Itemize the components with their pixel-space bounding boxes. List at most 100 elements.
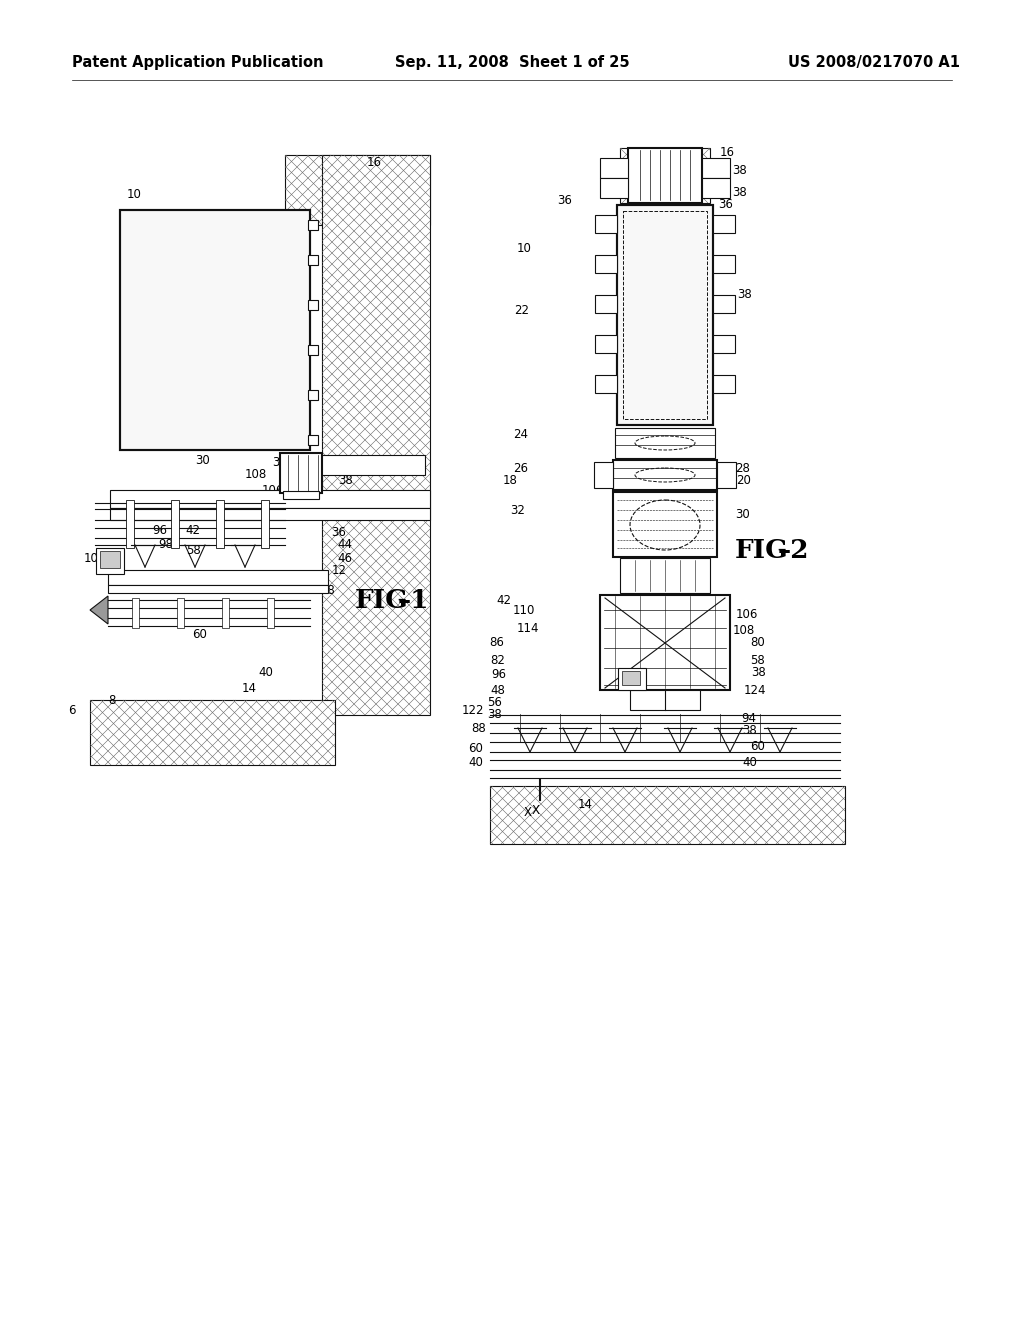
Bar xyxy=(613,459,717,490)
Bar xyxy=(310,455,425,475)
Text: X: X xyxy=(524,805,532,818)
Text: 42: 42 xyxy=(496,594,511,606)
Text: 28: 28 xyxy=(735,462,750,474)
Text: 60: 60 xyxy=(750,739,765,752)
Text: 10: 10 xyxy=(127,189,142,202)
Text: Y: Y xyxy=(660,520,667,531)
Text: 38: 38 xyxy=(732,186,746,198)
Bar xyxy=(267,598,274,628)
Bar xyxy=(595,255,617,273)
Text: 36: 36 xyxy=(331,525,346,539)
Text: 124: 124 xyxy=(744,684,767,697)
Text: Sep. 11, 2008  Sheet 1 of 25: Sep. 11, 2008 Sheet 1 of 25 xyxy=(394,54,630,70)
Bar xyxy=(110,508,430,520)
Bar xyxy=(713,215,735,234)
Bar xyxy=(617,205,713,425)
Bar xyxy=(623,211,707,418)
Text: 122: 122 xyxy=(462,704,484,717)
Text: 24: 24 xyxy=(513,429,528,441)
Bar xyxy=(126,500,134,548)
Bar xyxy=(222,598,229,628)
Bar xyxy=(90,700,335,766)
Text: 114: 114 xyxy=(517,622,540,635)
Text: 32: 32 xyxy=(272,457,287,470)
Bar xyxy=(308,436,318,445)
Text: FIG: FIG xyxy=(355,587,409,612)
Bar xyxy=(595,294,617,313)
Text: 8: 8 xyxy=(108,693,116,706)
Bar xyxy=(595,375,617,393)
Bar xyxy=(600,595,730,690)
Bar xyxy=(216,500,224,548)
Text: 106: 106 xyxy=(736,609,759,622)
Text: 102: 102 xyxy=(84,553,106,565)
Text: 40: 40 xyxy=(742,756,757,770)
Text: 98: 98 xyxy=(158,539,173,552)
Polygon shape xyxy=(90,597,108,624)
Text: FIG: FIG xyxy=(735,537,788,562)
Text: 40: 40 xyxy=(468,756,483,770)
Text: 18: 18 xyxy=(503,474,518,487)
Bar xyxy=(108,585,328,593)
Text: 26: 26 xyxy=(513,462,528,474)
Text: 38: 38 xyxy=(319,583,335,597)
Text: 36: 36 xyxy=(557,194,571,206)
Text: 108: 108 xyxy=(245,469,267,482)
Text: 38: 38 xyxy=(338,510,352,523)
Text: 82: 82 xyxy=(490,653,505,667)
Text: 56: 56 xyxy=(487,697,502,710)
Text: 30: 30 xyxy=(195,454,210,467)
Text: 20: 20 xyxy=(736,474,751,487)
Text: X: X xyxy=(532,804,540,817)
Bar xyxy=(713,335,735,352)
Text: 22: 22 xyxy=(136,323,151,337)
Bar xyxy=(96,548,124,574)
Text: 38: 38 xyxy=(487,709,502,722)
Text: 60: 60 xyxy=(468,742,483,755)
Bar xyxy=(108,570,328,585)
Text: 96: 96 xyxy=(152,524,167,536)
Bar xyxy=(285,154,430,224)
Bar xyxy=(713,294,735,313)
Bar xyxy=(600,158,628,178)
Bar xyxy=(100,550,120,568)
Bar xyxy=(618,668,646,690)
Text: 48: 48 xyxy=(490,684,505,697)
Text: 30: 30 xyxy=(735,508,750,521)
Bar xyxy=(490,785,845,843)
Bar xyxy=(322,154,430,715)
Bar xyxy=(702,158,730,178)
Bar xyxy=(702,178,730,198)
Bar xyxy=(600,178,628,198)
Text: 12: 12 xyxy=(332,564,347,577)
Text: 60: 60 xyxy=(193,628,207,642)
Bar xyxy=(594,462,613,488)
Text: 110: 110 xyxy=(513,603,536,616)
Text: 40: 40 xyxy=(258,665,272,678)
Bar xyxy=(110,490,430,508)
Bar xyxy=(713,375,735,393)
Bar xyxy=(622,671,640,685)
Bar xyxy=(620,148,710,203)
Bar xyxy=(617,205,713,425)
Bar xyxy=(120,210,310,450)
Text: 22: 22 xyxy=(514,304,529,317)
Bar xyxy=(120,210,310,450)
Bar xyxy=(308,389,318,400)
Text: 38: 38 xyxy=(737,289,752,301)
Text: 46: 46 xyxy=(337,552,352,565)
Bar xyxy=(613,492,717,557)
Text: 6: 6 xyxy=(68,704,76,717)
Text: 14: 14 xyxy=(578,799,593,812)
Bar xyxy=(261,500,269,548)
Text: 16: 16 xyxy=(367,157,382,169)
Text: 10: 10 xyxy=(517,242,531,255)
Text: 38: 38 xyxy=(732,164,746,177)
Text: 80: 80 xyxy=(750,636,765,649)
Text: 42: 42 xyxy=(185,524,200,536)
Bar xyxy=(713,255,735,273)
Text: –2: –2 xyxy=(778,537,810,562)
Text: 96: 96 xyxy=(490,668,506,681)
Text: 58: 58 xyxy=(186,544,201,557)
Text: –1: –1 xyxy=(398,587,429,612)
